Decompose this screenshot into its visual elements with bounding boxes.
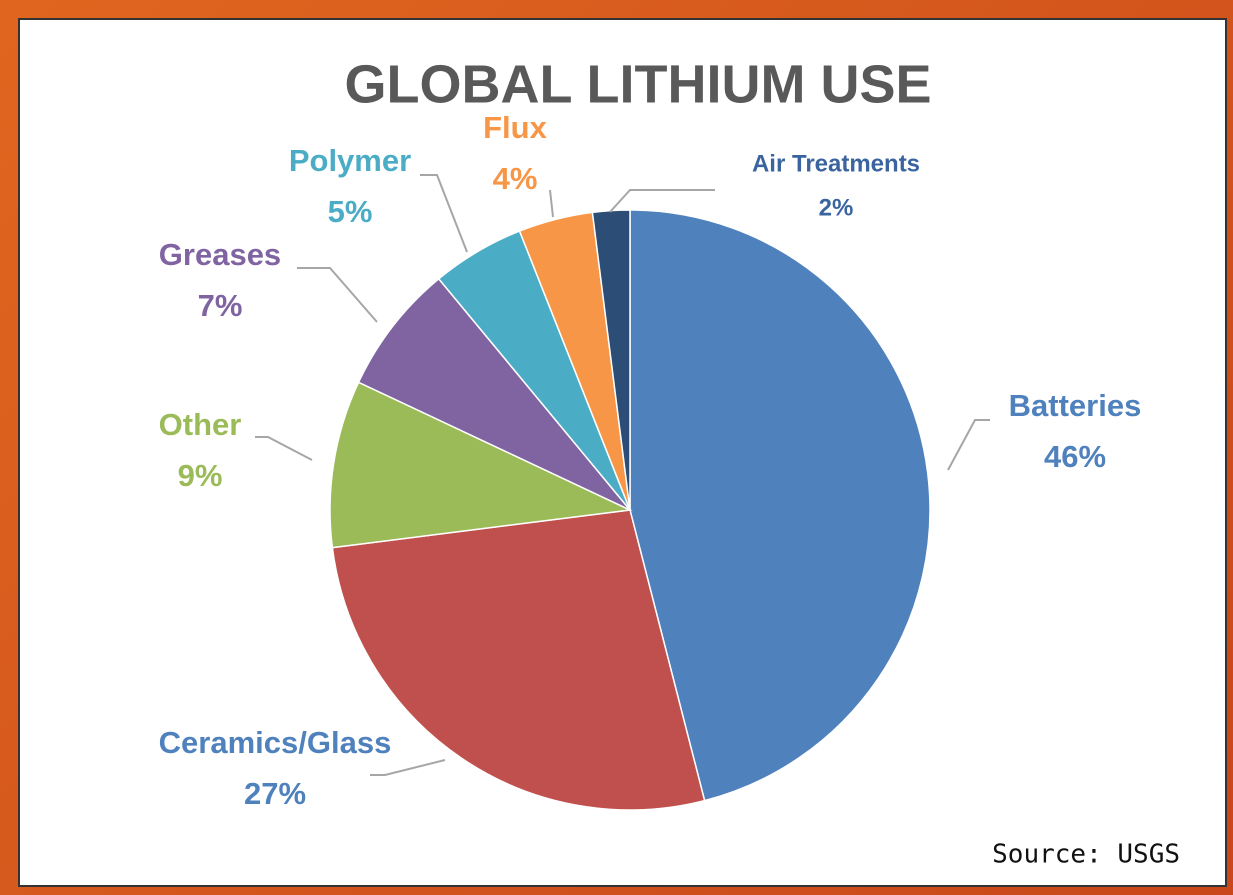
slice-label: Other — [159, 407, 242, 442]
slice-value-label: 46% — [1044, 439, 1106, 474]
leader-line — [420, 174, 468, 253]
pie-slice — [329, 381, 633, 549]
leader-line — [370, 759, 446, 776]
slice-label: Polymer — [289, 143, 411, 178]
source-note: Source: USGS — [992, 840, 1180, 870]
slice-label: Greases — [159, 237, 281, 272]
slice-value-label: 4% — [493, 161, 538, 196]
leader-line — [549, 189, 554, 218]
slice-value-label: 27% — [244, 776, 306, 811]
slice-value-label: 7% — [198, 288, 243, 323]
leader-line — [255, 436, 313, 461]
chart-title: GLOBAL LITHIUM USE — [345, 54, 932, 114]
pie-slice — [357, 277, 631, 511]
slice-value-label: 2% — [819, 194, 854, 221]
slice-label: Flux — [483, 110, 547, 145]
pie-slice — [629, 209, 931, 802]
slice-label: Batteries — [1009, 388, 1142, 423]
pie-slice — [331, 509, 706, 811]
leader-line — [609, 189, 715, 213]
slice-value-label: 9% — [178, 458, 223, 493]
slice-label: Air Treatments — [752, 150, 920, 177]
leader-line — [297, 267, 378, 323]
leader-line — [947, 419, 990, 471]
slice-value-label: 5% — [328, 194, 373, 229]
slice-label: Ceramics/Glass — [159, 725, 392, 760]
